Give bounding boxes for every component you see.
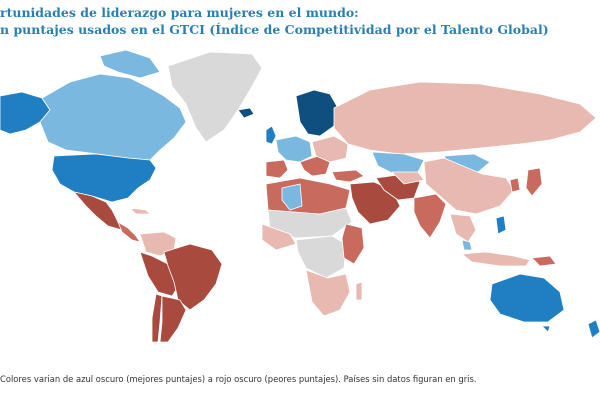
region-scandinavia: [295, 89, 339, 137]
map-title-line-2: n puntajes usados en el GTCI (Índice de …: [0, 22, 549, 37]
region-east-africa: [341, 223, 365, 265]
map-title: rtunidades de liderazgo para mujeres en …: [0, 4, 600, 38]
region-eastern-europe: [311, 135, 349, 163]
region-kazakhstan: [371, 151, 425, 175]
region-southern-africa: [305, 269, 351, 317]
map-title-line-1: rtunidades de liderazgo para mujeres en …: [0, 5, 359, 20]
region-iberia: [265, 159, 289, 179]
region-uk: [265, 125, 277, 145]
region-tasmania: [541, 325, 551, 333]
region-iceland: [237, 107, 255, 119]
region-russia: [333, 81, 597, 155]
region-indonesia: [461, 251, 531, 267]
region-korea: [509, 177, 521, 193]
region-philippines: [495, 215, 507, 235]
region-southeast-asia: [449, 213, 477, 243]
region-central-asia: [391, 171, 425, 185]
region-usa: [51, 153, 157, 203]
region-central-america: [117, 221, 141, 243]
map-footnote: Colores varian de azul oscuro (mejores p…: [0, 374, 477, 384]
world-choropleth-map: [0, 38, 600, 348]
region-malaysia: [461, 239, 473, 251]
world-map-svg: [0, 49, 600, 343]
region-turkey: [331, 169, 365, 183]
region-papua: [531, 255, 557, 267]
region-cuba: [129, 207, 151, 215]
region-canada: [39, 73, 187, 161]
region-argentina: [159, 295, 187, 343]
region-brazil: [163, 243, 223, 311]
region-india: [413, 193, 447, 239]
region-china: [423, 157, 515, 215]
region-west-africa: [261, 223, 297, 251]
region-new-zealand: [587, 319, 600, 339]
region-canada-islands: [99, 49, 161, 79]
region-greenland: [167, 51, 263, 143]
region-central-africa: [295, 235, 347, 279]
region-australia: [489, 273, 565, 323]
region-madagascar: [355, 281, 363, 301]
region-japan: [525, 167, 543, 197]
region-western-europe: [275, 135, 313, 163]
region-algeria: [281, 183, 303, 211]
